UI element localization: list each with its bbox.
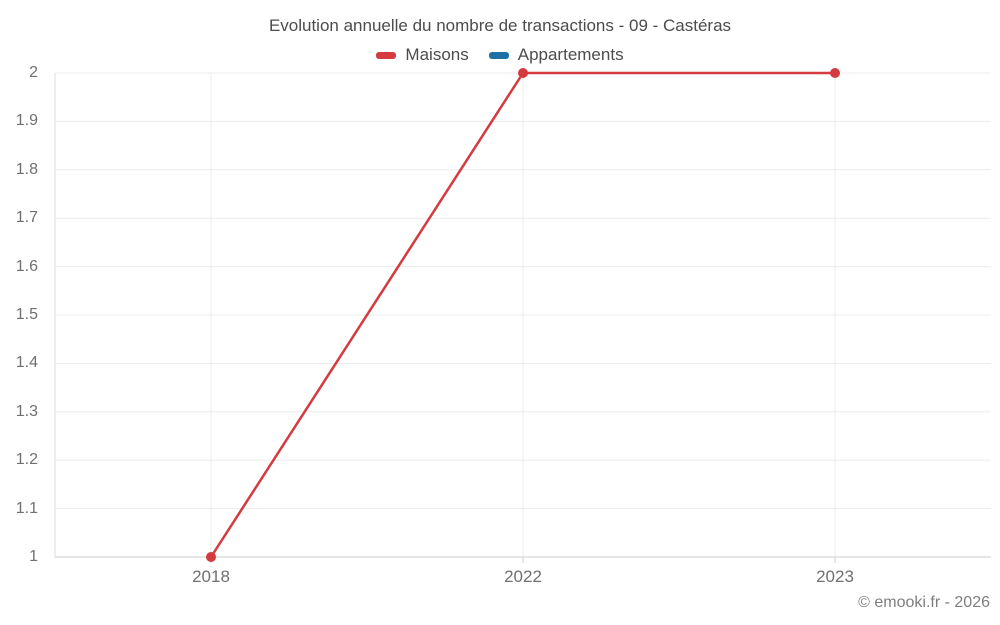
- legend-item-appartements[interactable]: Appartements: [488, 45, 624, 65]
- chart-title: Evolution annuelle du nombre de transact…: [268, 16, 732, 35]
- y-axis-label: 1.8: [15, 160, 38, 178]
- y-axis-label: 2: [29, 64, 38, 81]
- legend: Maisons Appartements: [0, 45, 1000, 65]
- legend-label: Appartements: [517, 45, 624, 64]
- y-axis-label: 1.1: [15, 499, 38, 517]
- y-axis-label: 1.9: [15, 112, 38, 130]
- data-point-maisons: [206, 552, 216, 562]
- x-axis-label: 2023: [816, 567, 854, 586]
- legend-item-maisons[interactable]: Maisons: [376, 45, 469, 65]
- data-point-maisons: [830, 68, 840, 78]
- y-axis-label: 1.4: [15, 354, 38, 372]
- legend-label: Maisons: [405, 45, 469, 64]
- y-axis-label: 1: [29, 548, 38, 565]
- y-axis-label: 1.7: [15, 209, 38, 227]
- x-axis-label: 2022: [504, 567, 542, 586]
- y-axis-label: 1.6: [15, 257, 38, 275]
- legend-swatch-appartements: [488, 51, 509, 59]
- x-axis-label: 2018: [192, 567, 230, 586]
- y-axis-label: 1.2: [15, 451, 38, 469]
- legend-swatch-maisons: [376, 51, 397, 59]
- watermark: © emooki.fr - 2026: [858, 594, 990, 611]
- y-axis-label: 1.3: [15, 402, 38, 420]
- y-axis-label: 1.5: [15, 306, 38, 323]
- data-point-maisons: [518, 68, 528, 78]
